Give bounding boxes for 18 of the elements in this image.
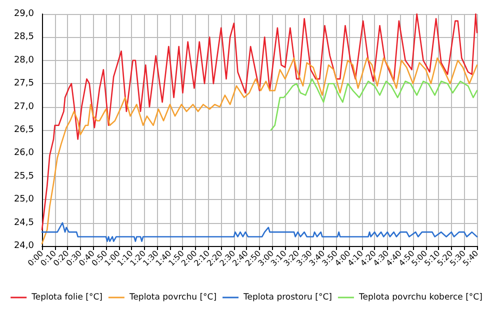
y-tick-label: 24,5 — [14, 218, 34, 228]
y-tick-label: 27,5 — [14, 78, 34, 89]
legend-label: Teplota folie [°C] — [30, 292, 102, 302]
legend-label: Teplota povrchu [°C] — [128, 292, 217, 302]
y-tick-label: 27,0 — [14, 102, 34, 112]
line-series — [41, 222, 478, 242]
y-tick-label: 25,0 — [14, 194, 34, 205]
legend-label: Teplota prostoru [°C] — [242, 292, 332, 302]
y-tick-label: 25,5 — [14, 171, 34, 182]
y-tick-label: 28,0 — [14, 55, 34, 66]
y-tick-label: 26,5 — [14, 125, 34, 135]
line-series — [270, 78, 478, 131]
y-tick-label: 24,0 — [14, 241, 34, 251]
y-tick-label: 29,0 — [14, 9, 34, 19]
y-tick-label: 26,0 — [14, 148, 34, 158]
line-series — [41, 57, 478, 244]
y-tick-label: 28,5 — [14, 32, 34, 42]
legend-label: Teplota povrchu koberce [°C] — [358, 292, 482, 302]
